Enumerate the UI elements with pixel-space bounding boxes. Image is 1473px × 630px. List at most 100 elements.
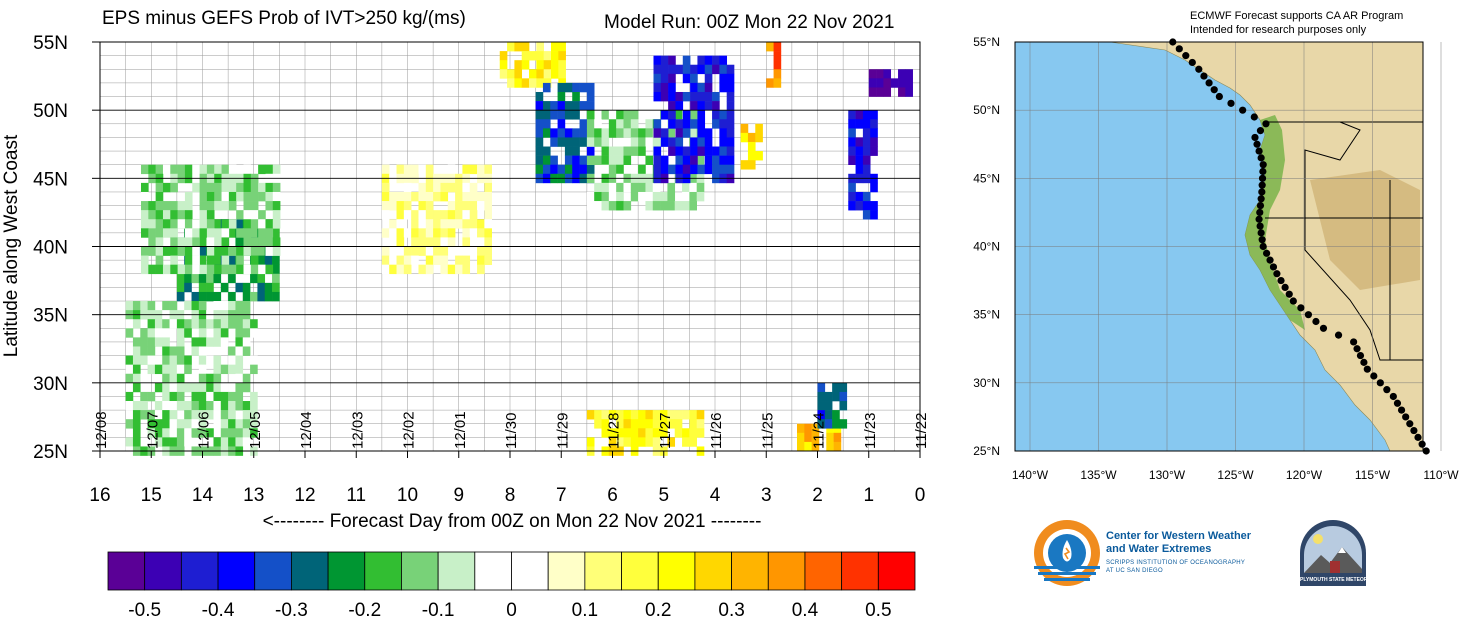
heatmap-cell <box>184 210 193 220</box>
heatmap-cell <box>690 137 698 147</box>
heatmap-cell <box>169 437 178 447</box>
heatmap-cell <box>272 291 280 302</box>
heatmap-cell <box>176 346 185 356</box>
state-borders-sw <box>1304 218 1423 361</box>
heatmap-cell <box>184 355 192 365</box>
heatmap-cell <box>682 110 691 120</box>
heatmap-cell <box>433 191 441 202</box>
heatmap-cell <box>155 237 164 247</box>
heatmap-cell <box>868 87 877 97</box>
heatmap-cell <box>162 346 170 356</box>
heatmap-cell <box>667 128 676 138</box>
colorbar-label: 0.2 <box>645 600 671 621</box>
heatmap-cell <box>521 78 530 88</box>
heatmap-cell <box>601 155 610 165</box>
heatmap-cell <box>418 191 427 202</box>
heatmap-cell <box>477 228 485 238</box>
heatmap-cell <box>726 101 735 111</box>
heatmap-cell <box>425 246 434 256</box>
heatmap-cell <box>132 419 141 429</box>
heatmap-cell <box>213 373 222 384</box>
heatmap-cell <box>169 355 178 365</box>
heatmap-cell <box>601 410 610 420</box>
coast-point <box>1258 174 1267 182</box>
heatmap-cell <box>536 60 544 70</box>
heatmap-cell <box>832 391 840 402</box>
heatmap-cell <box>682 164 691 175</box>
heatmap-cell <box>389 264 397 275</box>
heatmap-cell <box>719 137 728 147</box>
heatmap-cell <box>184 219 193 229</box>
heatmap-cell <box>564 128 573 138</box>
psu-text: PLYMOUTH STATE METEOROLOGY <box>1300 577 1386 583</box>
heatmap-cell <box>653 155 662 165</box>
heatmap-cell <box>862 155 871 165</box>
heatmap-cell <box>433 246 441 256</box>
heatmap-cell <box>243 219 252 229</box>
heatmap-cell <box>712 64 720 75</box>
heatmap-cell <box>250 391 258 402</box>
heatmap-cell <box>169 301 178 311</box>
heatmap-cell <box>228 201 237 211</box>
coast-point <box>1253 140 1261 148</box>
heatmap-cell <box>855 137 864 147</box>
x-tick-label: 6 <box>607 485 618 506</box>
heatmap-cell <box>719 146 728 156</box>
heatmap-cell <box>484 191 492 202</box>
heatmap-cell <box>265 182 274 193</box>
heatmap-cell <box>177 219 186 229</box>
heatmap-cell <box>601 419 610 429</box>
heatmap-cell <box>690 91 698 102</box>
heatmap-cell <box>579 155 588 165</box>
heatmap-cell <box>235 401 244 411</box>
heatmap-cell <box>206 291 214 302</box>
colorbar-swatch <box>401 551 439 591</box>
heatmap-cell <box>140 401 148 411</box>
colorbar-swatch <box>584 551 622 591</box>
heatmap-cell <box>235 319 244 329</box>
heatmap-cell <box>601 191 610 202</box>
heatmap-cell <box>213 419 222 429</box>
heatmap-cell <box>184 319 192 329</box>
heatmap-cell <box>177 264 186 275</box>
heatmap-cell <box>425 201 434 211</box>
heatmap-cell <box>396 219 405 229</box>
heatmap-cell <box>660 64 669 75</box>
heatmap-cell <box>870 110 878 120</box>
heatmap-cell <box>170 264 178 275</box>
heatmap-cell <box>469 228 478 238</box>
heatmap-cell <box>242 401 251 411</box>
heatmap-cell <box>213 273 222 284</box>
heatmap-cell <box>147 346 156 356</box>
heatmap-cell <box>221 182 230 193</box>
y-axis-label: Latitude along West Coast <box>1 134 22 357</box>
heatmap-cell <box>870 128 878 138</box>
heatmap-cell <box>579 164 588 175</box>
heatmap-cell <box>396 210 405 220</box>
heatmap-cell <box>773 78 782 88</box>
heatmap-cell <box>206 201 215 211</box>
heatmap-cell <box>162 410 170 420</box>
colorbar-label: 0.1 <box>572 600 598 621</box>
heatmap-cell <box>484 201 492 211</box>
heatmap-cell <box>258 182 266 193</box>
heatmap-cell <box>455 182 463 193</box>
heatmap-cell <box>192 219 200 229</box>
heatmap-cell <box>826 441 834 452</box>
heatmap-cell <box>667 410 676 420</box>
coast-point <box>1205 79 1213 87</box>
interior-highlands <box>1310 170 1420 290</box>
heatmap-cell <box>206 237 215 247</box>
heatmap-cell <box>667 155 676 165</box>
heatmap-cell <box>272 210 281 220</box>
heatmap-cell <box>868 69 877 79</box>
heatmap-cell <box>697 91 706 102</box>
heatmap-cell <box>601 137 610 147</box>
heatmap-cell <box>147 301 156 311</box>
heatmap-cell <box>455 255 463 265</box>
heatmap-cell <box>176 373 185 384</box>
heatmap-cell <box>242 301 251 311</box>
heatmap-cell <box>264 282 273 293</box>
y-tick-label: 40N <box>33 238 68 259</box>
heatmap-cell <box>690 155 698 165</box>
